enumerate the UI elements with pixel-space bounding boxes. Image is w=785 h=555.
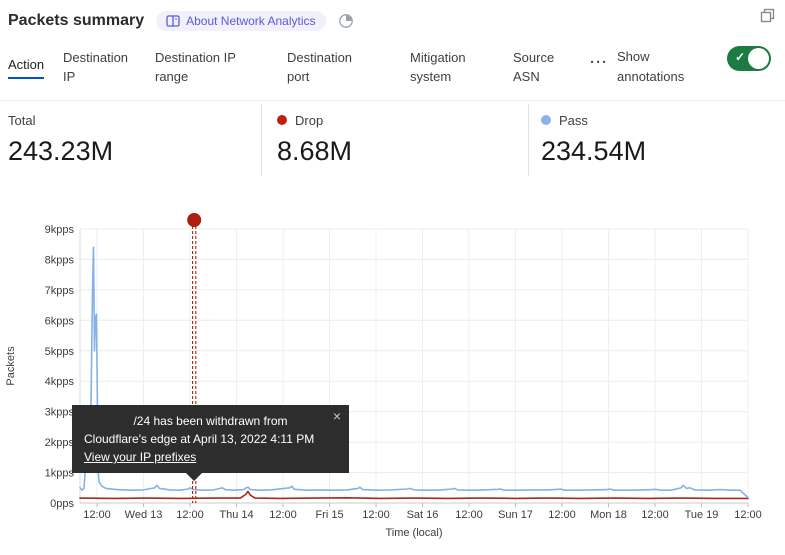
divider [528, 104, 529, 176]
more-tabs-button[interactable]: ··· [590, 54, 608, 71]
y-tick-label: 6kpps [45, 315, 75, 327]
x-tick-label: 12:00 [83, 509, 111, 521]
tab-destination-ip-range[interactable]: Destination IP range [155, 46, 251, 88]
stat-total: Total 243.23M [8, 112, 113, 167]
x-tick-label: Sat 16 [407, 509, 439, 521]
tab-label: Action [8, 55, 45, 79]
ip-prefixes-link[interactable]: View your IP prefixes [84, 450, 197, 464]
x-tick-label: Tue 19 [685, 509, 719, 521]
y-tick-label: 4kpps [45, 376, 75, 388]
dimension-tabs: Source ASN Mitigation system Destination p… [0, 44, 785, 94]
pass-line [79, 246, 749, 499]
toggle-knob [748, 48, 769, 69]
tab-destination-port[interactable]: Destination port [287, 46, 367, 88]
show-annotations-toggle[interactable]: ✓ [727, 46, 771, 71]
drop-value: 8.68M [277, 136, 353, 166]
x-tick-label: 12:00 [269, 509, 297, 521]
badge-label: About Network Analytics [186, 14, 316, 28]
y-axis-title: Packets [5, 346, 17, 386]
total-label: Total [8, 112, 36, 128]
tab-label: Destination IP range [155, 50, 236, 84]
x-axis-title: Time (local) [385, 527, 442, 539]
y-tick-label: 8kpps [45, 254, 75, 266]
y-tick-label: 3kpps [45, 407, 75, 419]
pass-value: 234.54M [541, 136, 647, 166]
tab-label: Destination port [287, 50, 353, 84]
pass-label: Pass [559, 112, 588, 128]
about-network-analytics-badge[interactable]: About Network Analytics [156, 11, 326, 31]
divider [261, 104, 262, 176]
stats-row: Total 243.23M Drop 8.68M Pass 234.54M [0, 104, 785, 184]
y-tick-label: 2kpps [45, 437, 75, 449]
annotation-tooltip: × /24 has been withdrawn from Cloudflare… [72, 405, 349, 481]
x-tick-label: 12:00 [362, 509, 390, 521]
clock-icon[interactable] [338, 13, 354, 29]
x-tick-label: 12:00 [548, 509, 576, 521]
close-icon[interactable]: × [332, 408, 341, 424]
tab-source-asn[interactable]: Source ASN [513, 46, 567, 88]
tab-mitigation-system[interactable]: Mitigation system [410, 46, 490, 88]
packets-time-series-chart: 0pps 1kpps 2kpps 3kpps 4kpps 5kpps 6kpps 7kpps 8… [5, 213, 762, 539]
pass-legend-dot [541, 115, 551, 125]
book-icon [166, 15, 180, 27]
panel-header: Packets summary About Network Analytics [8, 8, 354, 34]
drop-legend-dot [277, 115, 287, 125]
x-tick-label: Fri 15 [315, 509, 343, 521]
annotation-marker[interactable] [187, 213, 202, 227]
x-tick-label: 12:00 [734, 509, 762, 521]
y-tick-label: 7kpps [45, 285, 75, 297]
stat-pass: Pass 234.54M [541, 112, 646, 167]
expand-icon[interactable] [760, 8, 775, 28]
x-tick-label: Wed 13 [125, 509, 163, 521]
x-tick-label: 12:00 [176, 509, 204, 521]
x-tick-label: Thu 14 [219, 509, 253, 521]
x-tick-label: Sun 17 [498, 509, 533, 521]
x-tick-label: 12:00 [455, 509, 483, 521]
total-value: 243.23M [8, 136, 114, 166]
x-tick-label: 12:00 [641, 509, 669, 521]
show-annotations-label: Show annotations [617, 49, 685, 84]
y-tick-label: 9kpps [45, 224, 75, 236]
y-tick-label: 1kpps [45, 468, 75, 480]
page-title: Packets summary [8, 12, 145, 29]
drop-label: Drop [295, 112, 324, 128]
tab-destination-ip[interactable]: Destination IP [63, 46, 141, 88]
tab-label: Destination IP [63, 50, 129, 84]
check-icon: ✓ [735, 50, 746, 64]
y-tick-label: 0pps [50, 498, 74, 510]
drop-line [79, 490, 749, 500]
tab-label: Mitigation system [410, 50, 466, 84]
tooltip-line1: /24 has been withdrawn from [133, 414, 288, 428]
stat-drop: Drop 8.68M [277, 112, 352, 167]
tab-label: Source ASN [513, 50, 555, 84]
tab-action[interactable]: Action [8, 46, 54, 88]
x-tick-label: Mon 18 [590, 509, 627, 521]
tooltip-line2: Cloudflare's edge at April 13, 2022 4:11… [84, 432, 315, 446]
y-tick-label: 5kpps [45, 346, 75, 358]
divider [0, 100, 785, 101]
